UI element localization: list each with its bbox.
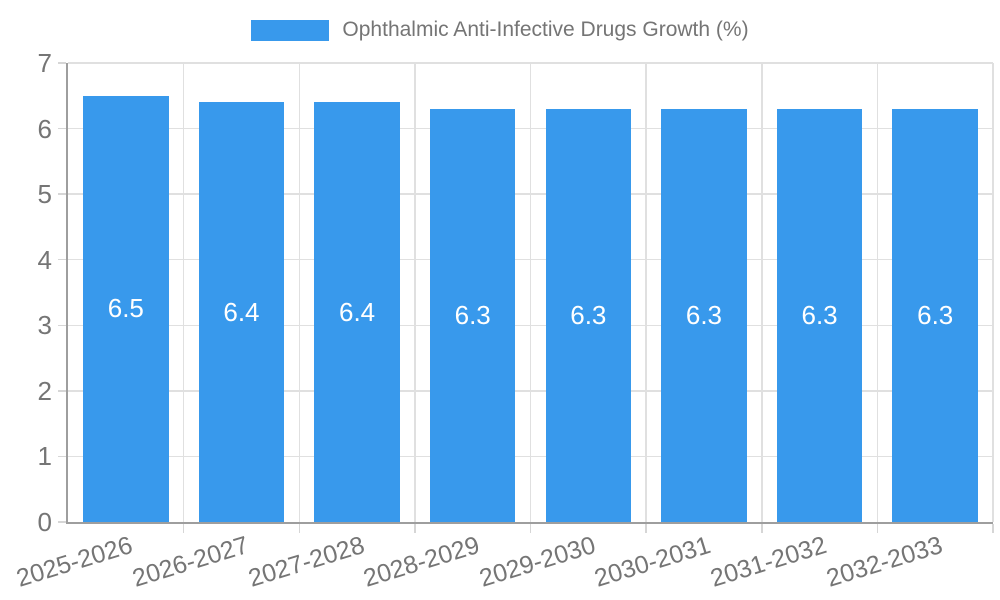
bar-value-label: 6.3 xyxy=(685,299,723,330)
y-tick-label: 6 xyxy=(37,113,52,144)
bar[interactable]: 6.3 xyxy=(429,108,516,522)
x-tick-label: 2032-2033 xyxy=(822,531,946,593)
x-axis-tick xyxy=(182,524,185,533)
x-tick-label: 2029-2030 xyxy=(475,531,599,593)
x-axis-tick xyxy=(761,524,763,533)
y-axis-tick xyxy=(58,390,66,392)
v-gridline xyxy=(876,63,879,522)
y-axis-tick xyxy=(58,258,66,261)
bar[interactable]: 6.4 xyxy=(314,102,400,522)
x-tick-label: 2026-2027 xyxy=(129,531,252,593)
y-axis-tick xyxy=(58,62,66,64)
bar[interactable]: 6.3 xyxy=(776,108,863,522)
x-tick-label: 2028-2029 xyxy=(360,531,483,593)
v-gridline xyxy=(182,63,185,522)
x-tick-label: 2030-2031 xyxy=(591,531,715,593)
bar-value-label: 6.4 xyxy=(338,296,376,327)
bar[interactable]: 6.3 xyxy=(892,108,978,522)
x-axis-tick xyxy=(645,524,647,533)
v-gridline xyxy=(529,63,532,522)
x-axis-tick xyxy=(876,524,879,533)
v-gridline xyxy=(992,63,994,522)
bar[interactable]: 6.4 xyxy=(198,102,285,522)
y-tick-label: 0 xyxy=(37,507,52,537)
y-tick-label: 4 xyxy=(37,244,52,275)
x-axis-tick xyxy=(529,524,532,533)
x-axis-tick xyxy=(298,524,300,533)
plot-area: 0 1 2 3 4 5 6 7 6.5 6.4 6.4 6.3 6.3 6.3 6.3 6.3 2025-202… xyxy=(13,50,994,593)
v-gridline xyxy=(645,63,647,522)
bar-value-label: 6.3 xyxy=(454,299,491,330)
bar-value-label: 6.5 xyxy=(107,293,144,324)
y-tick-label: 5 xyxy=(37,179,52,210)
bar-value-label: 6.4 xyxy=(223,296,260,327)
legend-label: Ophthalmic Anti-Infective Drugs Growth (… xyxy=(342,18,749,41)
legend-item[interactable]: Ophthalmic Anti-Infective Drugs Growth (… xyxy=(251,18,749,42)
y-tick-label: 7 xyxy=(37,48,52,78)
x-tick-label: 2025-2026 xyxy=(13,531,136,593)
y-axis-line xyxy=(66,63,68,522)
y-axis-tick xyxy=(58,324,66,327)
y-tick-label: 1 xyxy=(37,441,52,472)
y-tick-label: 3 xyxy=(37,310,52,341)
x-tick-label: 2031-2032 xyxy=(707,531,830,593)
y-tick-label: 2 xyxy=(37,375,52,406)
bar-value-label: 6.3 xyxy=(801,299,838,330)
x-tick-label: 2027-2028 xyxy=(244,531,368,593)
legend-swatch-icon xyxy=(251,19,330,41)
x-axis-line xyxy=(66,522,993,524)
bar[interactable]: 6.5 xyxy=(83,95,169,522)
bar[interactable]: 6.3 xyxy=(661,108,747,522)
x-axis-tick xyxy=(992,524,994,533)
y-axis-tick xyxy=(58,127,66,130)
v-gridline xyxy=(414,63,416,522)
v-gridline xyxy=(298,63,300,522)
bar-value-label: 6.3 xyxy=(917,299,954,330)
v-gridline xyxy=(761,63,763,522)
chart-legend: Ophthalmic Anti-Infective Drugs Growth (… xyxy=(0,18,1000,42)
bar[interactable]: 6.3 xyxy=(545,108,632,522)
bar-value-label: 6.3 xyxy=(570,299,607,330)
y-axis-tick xyxy=(58,521,66,523)
y-axis-tick xyxy=(58,455,66,458)
y-axis-tick xyxy=(58,193,66,195)
x-axis-tick xyxy=(414,524,416,533)
